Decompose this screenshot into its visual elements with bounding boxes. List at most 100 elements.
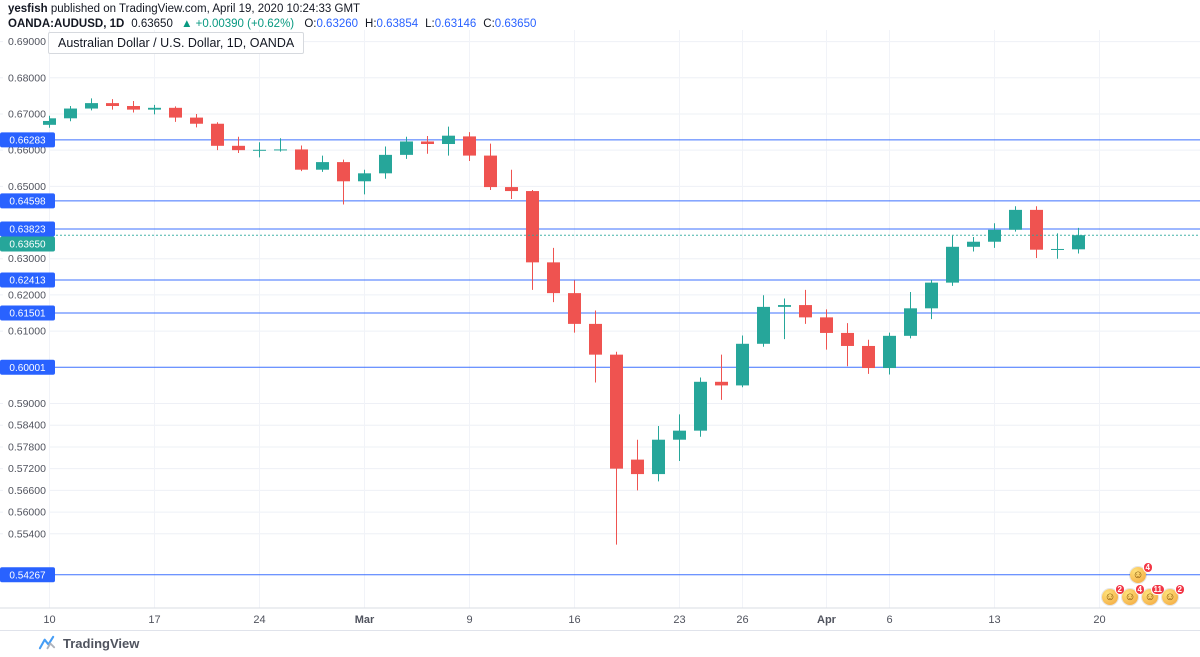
price-axis-label: 0.58400: [8, 420, 46, 432]
price-axis-label: 0.65000: [8, 181, 46, 193]
candle-down: [589, 323, 602, 355]
price-level-badge: [0, 305, 55, 321]
price-level-badge: [0, 272, 55, 288]
author-username[interactable]: yesfish: [8, 3, 48, 15]
reactions-single: ☺ 4: [1130, 562, 1153, 583]
time-axis-label: 10: [43, 614, 55, 626]
candle-up: [904, 308, 917, 336]
price-level-badge: [0, 567, 55, 583]
price-axis-label-bg: [3, 251, 49, 266]
time-axis-label: 16: [568, 614, 580, 626]
candle-up: [442, 135, 455, 145]
candle-down: [106, 103, 119, 107]
price-axis-label: 0.68000: [8, 72, 46, 84]
price-level-badge: [0, 132, 55, 148]
price-level-badge-label: 0.61501: [9, 308, 46, 319]
price-change: ▲ +0.00390 (+0.62%): [181, 18, 294, 30]
high-label: H:: [365, 18, 377, 30]
price-level-badge-label: 0.66283: [9, 135, 46, 146]
price-axis-label-bg: [3, 324, 49, 339]
candle-down: [169, 107, 182, 118]
reaction-chip[interactable]: ☺ 2: [1162, 584, 1185, 605]
candle-up: [736, 343, 749, 386]
reaction-chip[interactable]: ☺ 11: [1142, 584, 1165, 605]
time-axis-label: 13: [988, 614, 1000, 626]
symbol-title[interactable]: OANDA:AUDUSD, 1D: [8, 18, 125, 30]
price-axis-label: 0.62000: [8, 289, 46, 301]
tradingview-logo-icon[interactable]: [38, 634, 57, 653]
candle-up: [946, 246, 959, 283]
price-axis-label: 0.59000: [8, 398, 46, 410]
candle-up: [64, 108, 77, 119]
chart-canvas[interactable]: 0.69000 0.68000 0.67000 0.66000 0.65000 0.630…: [0, 30, 1200, 630]
candle-down: [715, 381, 728, 386]
reaction-chip[interactable]: ☺ 2: [1102, 584, 1125, 605]
candle-down: [484, 155, 497, 188]
price-axis-label: 0.63000: [8, 253, 46, 265]
tradingview-brand[interactable]: TradingView: [63, 636, 140, 651]
time-axis-label: Apr: [817, 614, 837, 626]
price-level-badge-label: 0.60001: [9, 363, 46, 374]
price-axis-label: 0.66000: [8, 145, 46, 157]
candle-up: [1051, 248, 1064, 250]
time-axis-label: Mar: [355, 614, 375, 626]
price-axis-label: 0.69000: [8, 36, 46, 48]
candle-down: [610, 354, 623, 469]
high-value: 0.63854: [376, 18, 419, 30]
candle-down: [232, 145, 245, 151]
candle-up: [967, 241, 980, 247]
price-axis-label: 0.56000: [8, 507, 46, 519]
candle-up: [358, 173, 371, 182]
price-level-badge-label: 0.62413: [9, 275, 46, 286]
candle-up: [757, 306, 770, 344]
reaction-emoji-icon: ☺: [1132, 569, 1144, 581]
reaction-count-badge: 2: [1174, 584, 1185, 595]
time-axis-label: 26: [736, 614, 748, 626]
open-label: O:: [304, 18, 317, 30]
candle-down: [799, 305, 812, 318]
candle-up: [925, 282, 938, 309]
time-axis-label: 17: [148, 614, 160, 626]
current-price-badge: [0, 236, 55, 252]
candle-up: [316, 162, 329, 170]
price-axis-label-bg: [3, 106, 49, 121]
price-axis-label-bg: [3, 179, 49, 194]
reaction-emoji-icon: ☺: [1104, 591, 1116, 603]
candle-down: [631, 459, 644, 475]
candle-down: [337, 162, 350, 182]
reaction-chip[interactable]: ☺ 4: [1122, 584, 1145, 605]
time-axis-label: 9: [466, 614, 472, 626]
price-level-badge-label: 0.64598: [9, 196, 46, 207]
price-axis-label: 0.67000: [8, 108, 46, 120]
up-arrow-icon: ▲: [181, 18, 193, 30]
candle-down: [820, 317, 833, 333]
candle-down: [862, 345, 875, 369]
price-axis-label: 0.61000: [8, 326, 46, 338]
reactions-row: ☺ 2 ☺ 4 ☺ 11 ☺ 2: [1102, 584, 1185, 605]
chart-legend[interactable]: Australian Dollar / U.S. Dollar, 1D, OAN…: [48, 32, 305, 54]
time-axis-label: 24: [253, 614, 265, 626]
candle-up: [778, 305, 791, 307]
reaction-count-badge: 4: [1142, 562, 1153, 573]
chart-legend-title: Australian Dollar / U.S. Dollar, 1D, OAN…: [58, 36, 295, 50]
price-change-value: +0.00390 (+0.62%): [195, 18, 295, 30]
price-axis-label-bg: [3, 34, 49, 49]
candle-down: [841, 332, 854, 346]
candle-down: [526, 191, 539, 263]
close-label: C:: [483, 18, 495, 30]
price-axis-label-bg: [3, 396, 49, 411]
time-axis-label: 20: [1093, 614, 1105, 626]
price-axis-label: 0.57200: [8, 463, 46, 475]
time-axis-label: 23: [673, 614, 685, 626]
time-axis-label: 6: [886, 614, 892, 626]
candle-down: [295, 149, 308, 170]
candle-down: [127, 106, 140, 110]
reaction-chip[interactable]: ☺ 4: [1130, 562, 1153, 583]
price-axis-label-bg: [3, 418, 49, 433]
candle-down: [190, 117, 203, 124]
candle-up: [43, 118, 56, 125]
publish-info: yesfish published on TradingView.com, Ap…: [8, 3, 1200, 15]
price-level-badge-label: 0.63823: [9, 224, 46, 235]
candle-up: [1009, 209, 1022, 230]
price-axis-label-bg: [3, 287, 49, 302]
